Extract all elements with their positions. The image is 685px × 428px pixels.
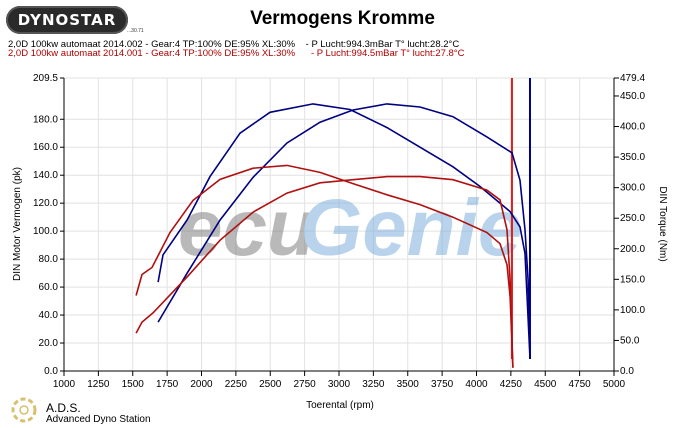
x-tick-label: 4500 — [534, 379, 557, 390]
y2-tick-label: 50.0 — [620, 335, 640, 346]
footer-brand-full: Advanced Dyno Station — [46, 414, 151, 425]
y2-tick-label: 250.0 — [620, 213, 645, 224]
series-group — [135, 78, 531, 368]
y-tick-label: 140.0 — [33, 170, 58, 181]
watermark-right: Genie — [300, 183, 522, 272]
y2-axis-label: DIN Torque (Nm) — [657, 186, 668, 261]
ecugenie-watermark: ecu Genie — [178, 183, 522, 272]
series-torque-2014.002 — [157, 103, 531, 359]
ads-logo-icon — [11, 397, 37, 423]
y-axis-label: DIN Motor Vermogen (pk) — [12, 167, 23, 281]
y2-tick-label: 450.0 — [620, 91, 645, 102]
x-tick-label: 3500 — [397, 379, 420, 390]
y-tick-label: 100.0 — [33, 226, 58, 237]
x-tick-label: 2500 — [259, 379, 282, 390]
y-tick-label: 40.0 — [39, 310, 59, 321]
y-tick-label: 80.0 — [39, 254, 59, 265]
y2-tick-label: 400.0 — [620, 122, 645, 133]
x-tick-label: 4250 — [500, 379, 523, 390]
x-tick-label: 1250 — [87, 379, 110, 390]
y-tick-label: 20.0 — [39, 338, 59, 349]
x-tick-label: 5000 — [603, 379, 626, 390]
x-tick-label: 1750 — [156, 379, 179, 390]
series-torque-2014.001 — [135, 175, 514, 368]
x-tick-label: 3250 — [362, 379, 385, 390]
x-tick-label: 2750 — [294, 379, 317, 390]
dynostar-logo: DYNOSTAR — [6, 6, 128, 34]
y2-tick-label: 150.0 — [620, 274, 645, 285]
series-power-2014.001 — [135, 164, 514, 367]
y2-tick-label: 300.0 — [620, 183, 645, 194]
x-tick-label: 4000 — [465, 379, 488, 390]
y2-tick-label: 200.0 — [620, 244, 645, 255]
y2-tick-label: 100.0 — [620, 305, 645, 316]
axes: 1000 1250 1500 1750 2000 2250 2500 2750 3000 3250… — [33, 73, 645, 390]
x-axis-label: Toerental (rpm) — [306, 400, 374, 411]
x-tick-label: 3750 — [431, 379, 454, 390]
chart-title: Vermogens Kromme — [250, 8, 435, 29]
y2-tick-label: 479.4 — [620, 73, 645, 84]
legend-run-1: 2,0D 100kw automaat 2014.002 - Gear:4 TP… — [8, 39, 460, 50]
footer-brand: A.D.S. — [46, 401, 81, 415]
y-tick-label: 180.0 — [33, 114, 58, 125]
y-tick-label: 209.5 — [33, 73, 58, 84]
y2-tick-label: 350.0 — [620, 152, 645, 163]
x-tick-label: 2250 — [225, 379, 248, 390]
series-power-2014.002 — [157, 103, 531, 359]
y-tick-label: 60.0 — [39, 282, 59, 293]
legend-run-2: 2,0D 100kw automaat 2014.001 - Gear:4 TP… — [8, 48, 465, 59]
y-tick-label: 0.0 — [44, 366, 58, 377]
y-tick-label: 120.0 — [33, 198, 58, 209]
x-tick-label: 4750 — [569, 379, 592, 390]
y2-tick-label: 0.0 — [620, 366, 634, 377]
x-tick-label: 2000 — [190, 379, 213, 390]
logo-subtext: ...30.71 — [127, 28, 144, 34]
watermark-left: ecu — [178, 183, 316, 272]
y-tick-label: 160.0 — [33, 142, 58, 153]
x-tick-label: 1500 — [122, 379, 145, 390]
x-tick-label: 3000 — [328, 379, 351, 390]
x-tick-label: 1000 — [53, 379, 76, 390]
